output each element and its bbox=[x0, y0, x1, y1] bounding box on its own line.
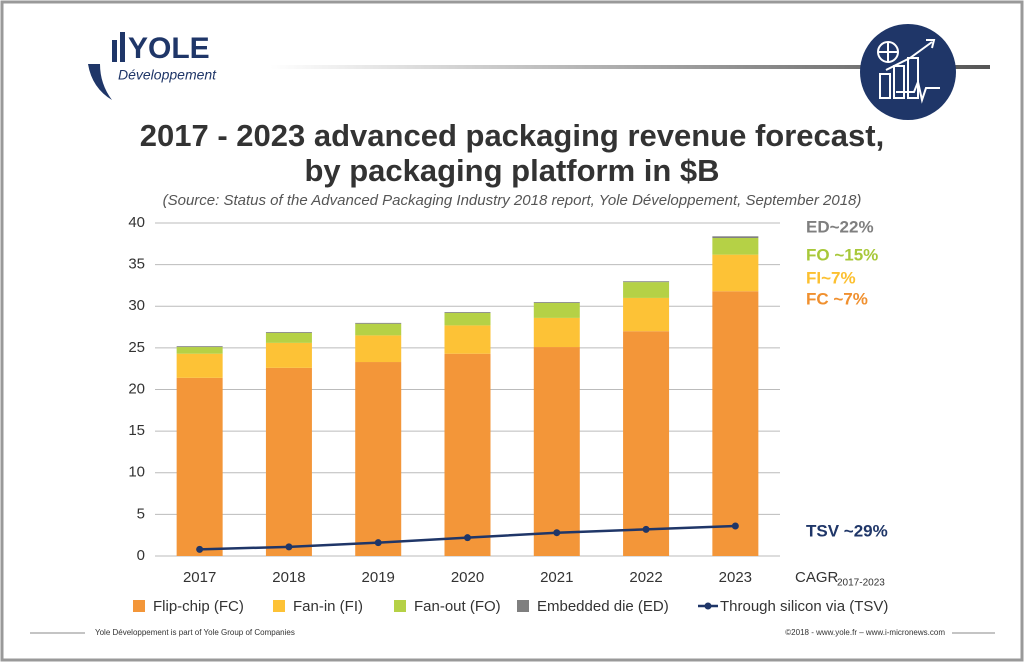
logo-name: YOLE bbox=[128, 32, 210, 65]
bar-segment bbox=[712, 254, 759, 292]
cagr-period: 2017-2023 bbox=[837, 578, 885, 589]
bar-segment bbox=[176, 347, 223, 354]
bar-segment bbox=[623, 282, 670, 298]
bar-segment bbox=[265, 332, 312, 333]
bar-segment bbox=[355, 335, 402, 363]
annotation: FO ~15% bbox=[806, 245, 878, 264]
cagr-label: CAGR bbox=[795, 569, 839, 586]
bar-segment bbox=[712, 237, 759, 255]
chart-subtitle: (Source: Status of the Advanced Packagin… bbox=[163, 192, 862, 209]
bar-segment bbox=[623, 281, 670, 283]
y-tick-label: 40 bbox=[128, 214, 145, 231]
bar-segment bbox=[265, 342, 312, 368]
line-point bbox=[553, 529, 561, 537]
bar-segment bbox=[533, 302, 580, 303]
y-tick-label: 35 bbox=[128, 256, 145, 273]
bar-segment bbox=[444, 325, 491, 354]
legend-swatch bbox=[517, 600, 529, 612]
bar-segment bbox=[355, 322, 402, 324]
y-tick-label: 25 bbox=[128, 339, 145, 356]
y-tick-label: 15 bbox=[128, 422, 145, 439]
x-tick-label: 2021 bbox=[540, 569, 573, 586]
legend-marker bbox=[704, 602, 712, 610]
bar-segment bbox=[265, 367, 312, 556]
bar-segment bbox=[444, 353, 491, 556]
bar-segment bbox=[533, 317, 580, 348]
annotation: TSV ~29% bbox=[806, 521, 888, 540]
legend-label: Embedded die (ED) bbox=[537, 598, 669, 615]
chart-title: by packaging platform in $B bbox=[304, 153, 719, 188]
bar-segment bbox=[712, 291, 759, 556]
header-rule bbox=[270, 65, 990, 69]
x-tick-label: 2023 bbox=[719, 569, 752, 586]
legend-swatch bbox=[133, 600, 145, 612]
x-tick-label: 2022 bbox=[629, 569, 662, 586]
x-tick-label: 2019 bbox=[362, 569, 395, 586]
bar-segment bbox=[623, 331, 670, 556]
y-tick-label: 20 bbox=[128, 380, 145, 397]
x-tick-label: 2020 bbox=[451, 569, 484, 586]
chart-title: 2017 - 2023 advanced packaging revenue f… bbox=[140, 118, 884, 153]
legend-label: Flip-chip (FC) bbox=[153, 598, 244, 615]
annotation: ED~22% bbox=[806, 217, 874, 236]
logo: YOLE Développement bbox=[88, 32, 217, 100]
bar-segment bbox=[176, 377, 223, 556]
bar-segment bbox=[355, 323, 402, 336]
legend-label: Fan-in (FI) bbox=[293, 598, 363, 615]
line-point bbox=[374, 539, 382, 547]
bar-segment bbox=[265, 332, 312, 343]
bar-segment bbox=[176, 346, 223, 348]
bar-segment bbox=[444, 312, 491, 313]
annotation: FC ~7% bbox=[806, 289, 868, 308]
y-tick-label: 5 bbox=[137, 505, 145, 522]
logo-bar bbox=[120, 32, 125, 62]
x-tick-label: 2018 bbox=[272, 569, 305, 586]
line-point bbox=[731, 522, 739, 530]
footer-right: ©2018 - www.yole.fr – www.i-micronews.co… bbox=[785, 628, 945, 637]
legend-swatch bbox=[394, 600, 406, 612]
bar-segment bbox=[355, 362, 402, 556]
bar-segment bbox=[623, 297, 670, 332]
logo-bar bbox=[112, 40, 117, 62]
line-point bbox=[642, 525, 650, 533]
line-point bbox=[285, 543, 293, 551]
legend-swatch bbox=[273, 600, 285, 612]
legend-label: Through silicon via (TSV) bbox=[720, 598, 888, 615]
bar-segment bbox=[712, 236, 759, 238]
footer-left: Yole Développement is part of Yole Group… bbox=[95, 628, 295, 637]
logo-sub: Développement bbox=[118, 67, 217, 83]
logo-swoosh bbox=[88, 64, 112, 100]
legend-label: Fan-out (FO) bbox=[414, 598, 501, 615]
y-tick-label: 0 bbox=[137, 547, 145, 564]
y-tick-label: 30 bbox=[128, 297, 145, 314]
bar-segment bbox=[533, 302, 580, 318]
bar-segment bbox=[176, 353, 223, 378]
annotation: FI~7% bbox=[806, 268, 856, 287]
line-point bbox=[464, 534, 471, 542]
bar-segment bbox=[533, 347, 580, 556]
bar-segment bbox=[444, 312, 491, 326]
x-tick-label: 2017 bbox=[183, 569, 216, 586]
y-tick-label: 10 bbox=[128, 464, 145, 481]
line-point bbox=[196, 545, 204, 553]
header-icon bbox=[860, 24, 956, 120]
